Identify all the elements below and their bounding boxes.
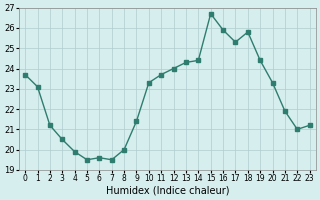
X-axis label: Humidex (Indice chaleur): Humidex (Indice chaleur)	[106, 186, 229, 196]
